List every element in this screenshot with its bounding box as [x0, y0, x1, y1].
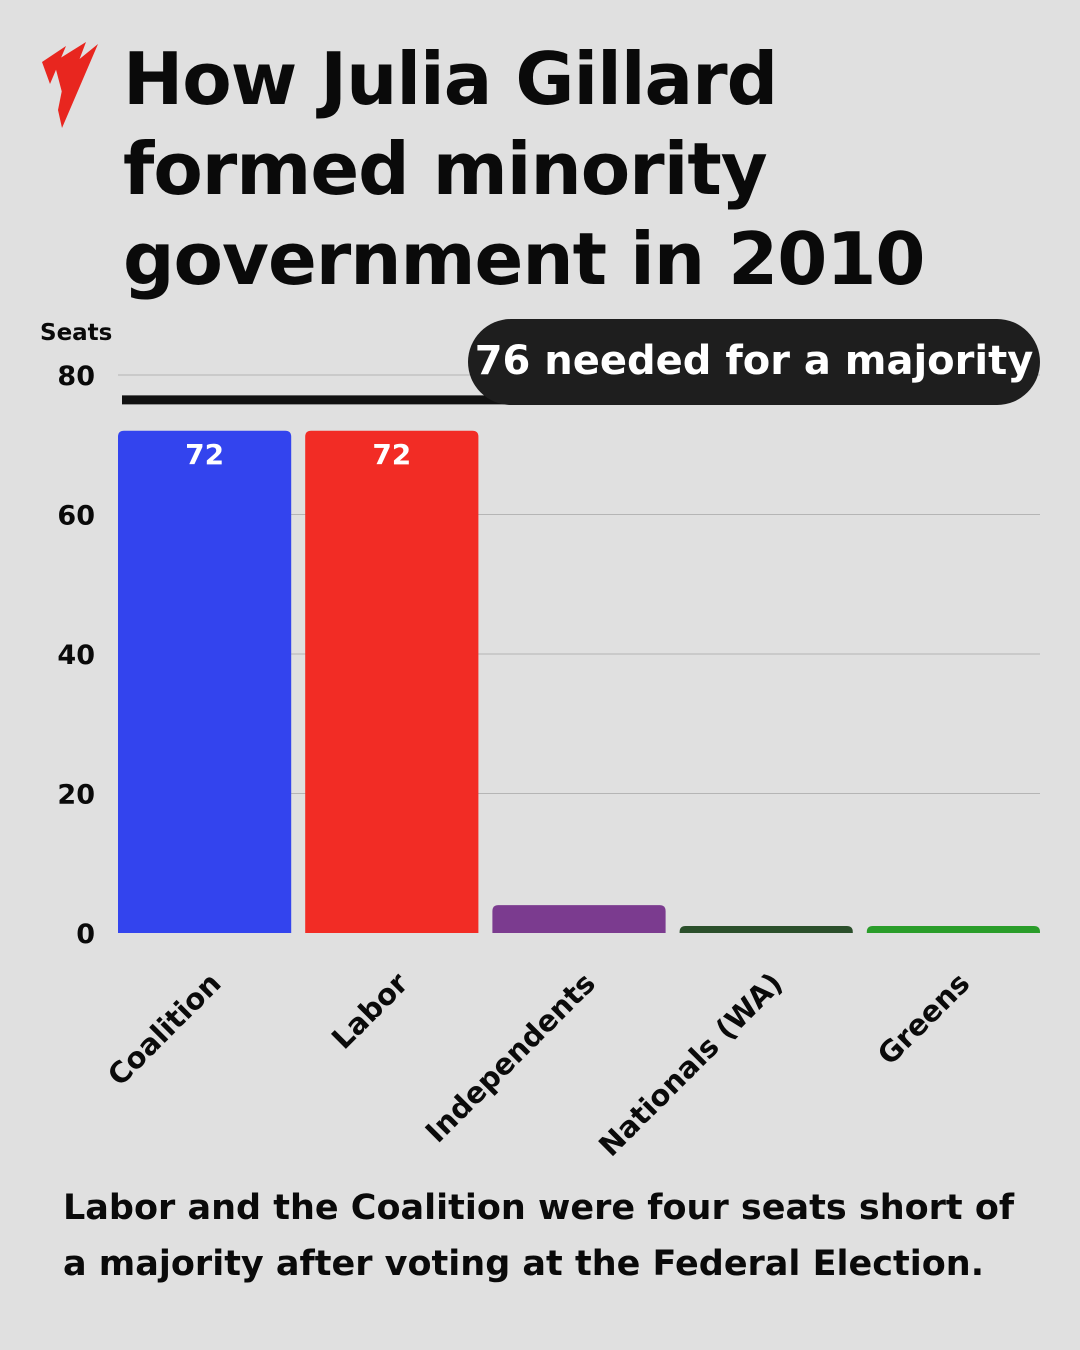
y-tick-label: 0: [76, 919, 95, 950]
majority-label: 76 needed for a majority: [475, 338, 1034, 384]
x-tick-label: Nationals (WA): [592, 966, 789, 1163]
bar-greens: [866, 926, 1040, 933]
bar-nationals-wa: [679, 926, 853, 933]
majority-label-pill: [468, 319, 1040, 405]
title-line: How Julia Gillard: [123, 37, 778, 121]
sbs-logo-icon: [42, 42, 98, 128]
bar-chart: 0 20 40 60 80 Seats 72 Coalition 72 Labor Independ…: [40, 319, 1040, 1163]
page-title: How Julia Gillard formed minority govern…: [123, 34, 926, 304]
bar-coalition: [118, 430, 292, 933]
data-label: 72: [185, 438, 224, 471]
x-tick-label: Coalition: [101, 966, 228, 1093]
x-tick-label: Greens: [871, 966, 977, 1072]
x-tick-label: Labor: [325, 965, 415, 1055]
data-label: 72: [372, 438, 411, 471]
y-axis-label: Seats: [40, 320, 112, 346]
bar-labor: [305, 430, 479, 933]
title-line: government in 2010: [123, 217, 926, 301]
x-tick-label: Independents: [419, 966, 602, 1149]
chart-caption: Labor and the Coalition were four seats …: [63, 1188, 1015, 1284]
y-tick-label: 40: [57, 640, 95, 671]
bar-independents: [492, 905, 666, 933]
y-tick-label: 60: [57, 501, 95, 532]
title-line: formed minority: [123, 127, 768, 211]
y-tick-label: 20: [57, 780, 95, 811]
y-tick-label: 80: [57, 361, 95, 392]
